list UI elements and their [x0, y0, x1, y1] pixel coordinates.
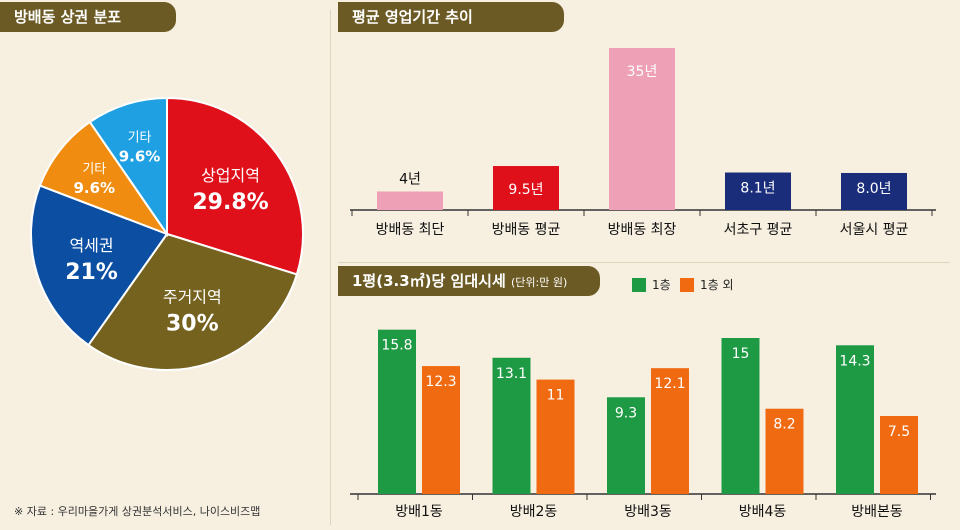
legend-floor1: 1층 [632, 276, 671, 293]
legend-other: 1층 외 [680, 276, 734, 293]
rent-value-floor1-2: 9.3 [615, 405, 637, 421]
legend-swatch-floor1 [632, 277, 646, 292]
period-category-4: 서울시 평균 [840, 222, 909, 238]
pie-slice-2 [30, 184, 169, 347]
period-bar-4 [841, 172, 907, 210]
period-category-2: 방배동 최장 [608, 222, 677, 238]
rent-bar-floor1-1 [492, 357, 531, 494]
pie-value-3: 9.6% [73, 179, 115, 197]
rent-bar-floor1-4 [836, 345, 874, 494]
rent-unit: (단위:만 원) [510, 276, 568, 289]
period-category-1: 방배동 평균 [492, 222, 561, 238]
rent-bar-other-2 [651, 368, 689, 494]
pie-value-1: 30% [166, 312, 219, 337]
vertical-divider [330, 10, 331, 525]
rent-title: 1평(3.3㎡)당 임대시세 (단위:만 원) [338, 266, 600, 296]
source-note: ※ 자료 : 우리마을가게 상권분석서비스, 나이스비즈맵 [14, 505, 261, 518]
rent-value-other-0: 12.3 [425, 374, 456, 390]
period-value-3: 8.1년 [740, 181, 775, 197]
pie-label-3: 기타 [82, 162, 106, 177]
rent-bar-floor1-0 [378, 329, 416, 494]
pie-value-4: 9.6% [119, 148, 161, 166]
pie-value-2: 21% [65, 260, 118, 285]
rent-value-other-1: 11 [547, 388, 565, 404]
legend-label-floor1: 1층 [652, 278, 671, 292]
period-value-0: 4년 [399, 171, 421, 187]
pie-slice-0 [166, 96, 304, 276]
pie-label-1: 주거지역 [163, 288, 222, 307]
rent-bar-floor1-2 [607, 397, 645, 494]
rent-value-other-3: 8.2 [773, 417, 795, 433]
period-title: 평균 영업기간 추이 [338, 2, 564, 32]
rent-category-2: 방배3동 [624, 504, 672, 520]
horizontal-divider [338, 262, 950, 263]
period-bar-0 [377, 191, 443, 210]
pie-value-0: 29.8% [192, 190, 268, 215]
pie-label-2: 역세권 [69, 236, 113, 255]
period-value-4: 8.0년 [856, 181, 891, 197]
rent-bar-other-3 [765, 408, 804, 494]
pie-slice-1 [87, 232, 299, 371]
rent-category-0: 방배1동 [395, 504, 443, 520]
rent-value-floor1-4: 14.3 [839, 353, 870, 369]
rent-value-floor1-0: 15.8 [381, 338, 412, 354]
rent-category-4: 방배본동 [851, 504, 903, 520]
rent-value-floor1-3: 15 [732, 346, 750, 362]
pie-chart: 상업지역 29.8% 주거지역 30% 역세권 21% 기타 9.6% 기타 9.6% [30, 96, 304, 371]
legend-label-other: 1층 외 [700, 278, 734, 292]
rent-chart: 15.8 12.3 방배1동 13.1 11 방배2동 9.3 12.1 방배3동 15 8.2 방배… [350, 329, 936, 520]
rent-bar-other-1 [536, 379, 575, 494]
pie-title: 방배동 상권 분포 [0, 2, 176, 32]
period-bar-3 [725, 172, 791, 210]
period-bar-2 [609, 48, 675, 210]
pie-label-4: 기타 [128, 131, 152, 146]
rent-value-floor1-1: 13.1 [496, 366, 527, 382]
period-category-3: 서초구 평균 [724, 222, 793, 238]
rent-title-text: 1평(3.3㎡)당 임대시세 [352, 272, 506, 290]
pie-label-0: 상업지역 [201, 166, 260, 185]
pie-slice-4 [88, 96, 168, 238]
rent-category-1: 방배2동 [510, 504, 558, 520]
period-value-2: 35년 [627, 64, 658, 80]
rent-value-other-2: 12.1 [654, 376, 685, 392]
pie-slice-3 [38, 120, 170, 237]
rent-value-other-4: 7.5 [888, 424, 910, 440]
rent-bar-other-4 [880, 416, 918, 494]
period-category-0: 방배동 최단 [376, 222, 445, 238]
period-value-1: 9.5년 [508, 182, 543, 198]
rent-category-3: 방배4동 [739, 504, 787, 520]
rent-bar-other-0 [422, 366, 460, 494]
legend-swatch-other [680, 277, 694, 292]
period-bar-1 [493, 166, 559, 210]
rent-bar-floor1-3 [721, 338, 760, 494]
